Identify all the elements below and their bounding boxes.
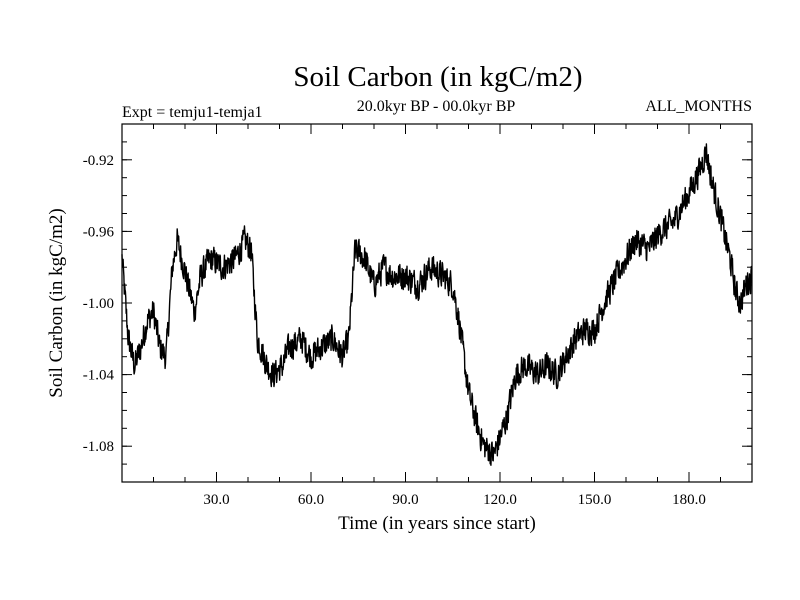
y-tick-label: -1.08 — [83, 439, 114, 455]
y-tick-label: -0.92 — [83, 153, 114, 169]
time-period-label: 20.0kyr BP - 00.0kyr BP — [357, 98, 516, 115]
chart-title: Soil Carbon (in kgC/m2) — [293, 61, 582, 93]
series-layer — [121, 143, 753, 466]
x-tick-label: 30.0 — [203, 492, 229, 508]
y-tick-label: -1.00 — [83, 296, 114, 312]
y-axis-label: Soil Carbon (in kgC/m2) — [46, 208, 67, 397]
x-tick-label: 150.0 — [578, 492, 612, 508]
plot-frame — [121, 123, 753, 483]
y-tick-label: -1.04 — [83, 368, 115, 384]
soil-carbon-series-line — [121, 143, 753, 466]
axis-ticks — [122, 124, 752, 482]
x-tick-label: 120.0 — [483, 492, 517, 508]
y-tick-label: -0.96 — [83, 224, 115, 240]
y-tick-labels: -0.92 -0.96 -1.00 -1.04 -1.08 — [83, 153, 115, 455]
x-tick-label: 60.0 — [298, 492, 324, 508]
x-tick-labels: 30.0 60.0 90.0 120.0 150.0 180.0 — [203, 492, 706, 508]
experiment-label: Expt = temju1-temja1 — [122, 104, 263, 121]
x-tick-label: 180.0 — [672, 492, 706, 508]
x-tick-label: 90.0 — [392, 492, 418, 508]
months-label: ALL_MONTHS — [645, 98, 752, 115]
x-axis-label: Time (in years since start) — [338, 513, 536, 534]
